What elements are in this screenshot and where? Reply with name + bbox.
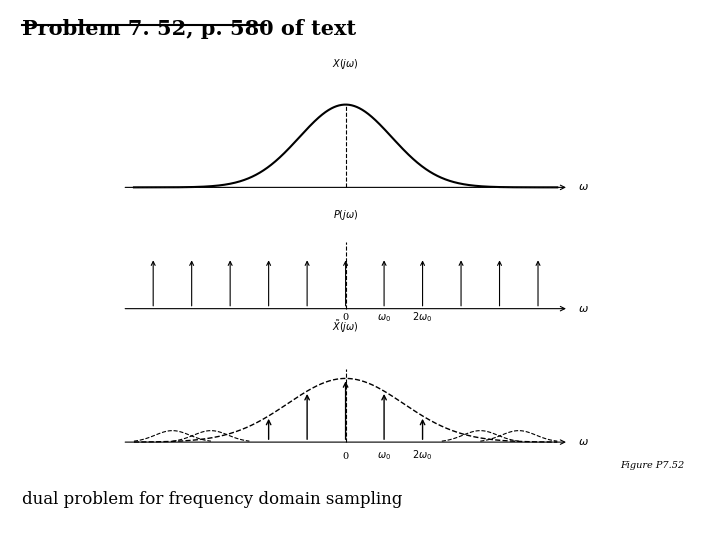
Text: $2\omega_0$: $2\omega_0$: [413, 449, 433, 462]
Text: 0: 0: [343, 313, 348, 322]
Text: 0: 0: [343, 451, 348, 461]
Text: $\omega$: $\omega$: [577, 437, 588, 447]
Text: dual problem for frequency domain sampling: dual problem for frequency domain sampli…: [22, 491, 402, 508]
Text: $\omega_0$: $\omega_0$: [377, 312, 391, 323]
Text: $X(j\omega)$: $X(j\omega)$: [332, 57, 359, 71]
Text: $2\omega_0$: $2\omega_0$: [413, 310, 433, 323]
Text: $\tilde{X}(j\omega)$: $\tilde{X}(j\omega)$: [332, 318, 359, 335]
Text: $P(j\omega)$: $P(j\omega)$: [333, 208, 359, 222]
Text: Problem 7. 52, p. 580 of text: Problem 7. 52, p. 580 of text: [22, 19, 356, 39]
Text: Figure P7.52: Figure P7.52: [620, 461, 684, 470]
Text: $\omega$: $\omega$: [577, 305, 588, 314]
Text: $\omega_0$: $\omega_0$: [377, 451, 391, 462]
Text: $\omega$: $\omega$: [577, 183, 588, 192]
